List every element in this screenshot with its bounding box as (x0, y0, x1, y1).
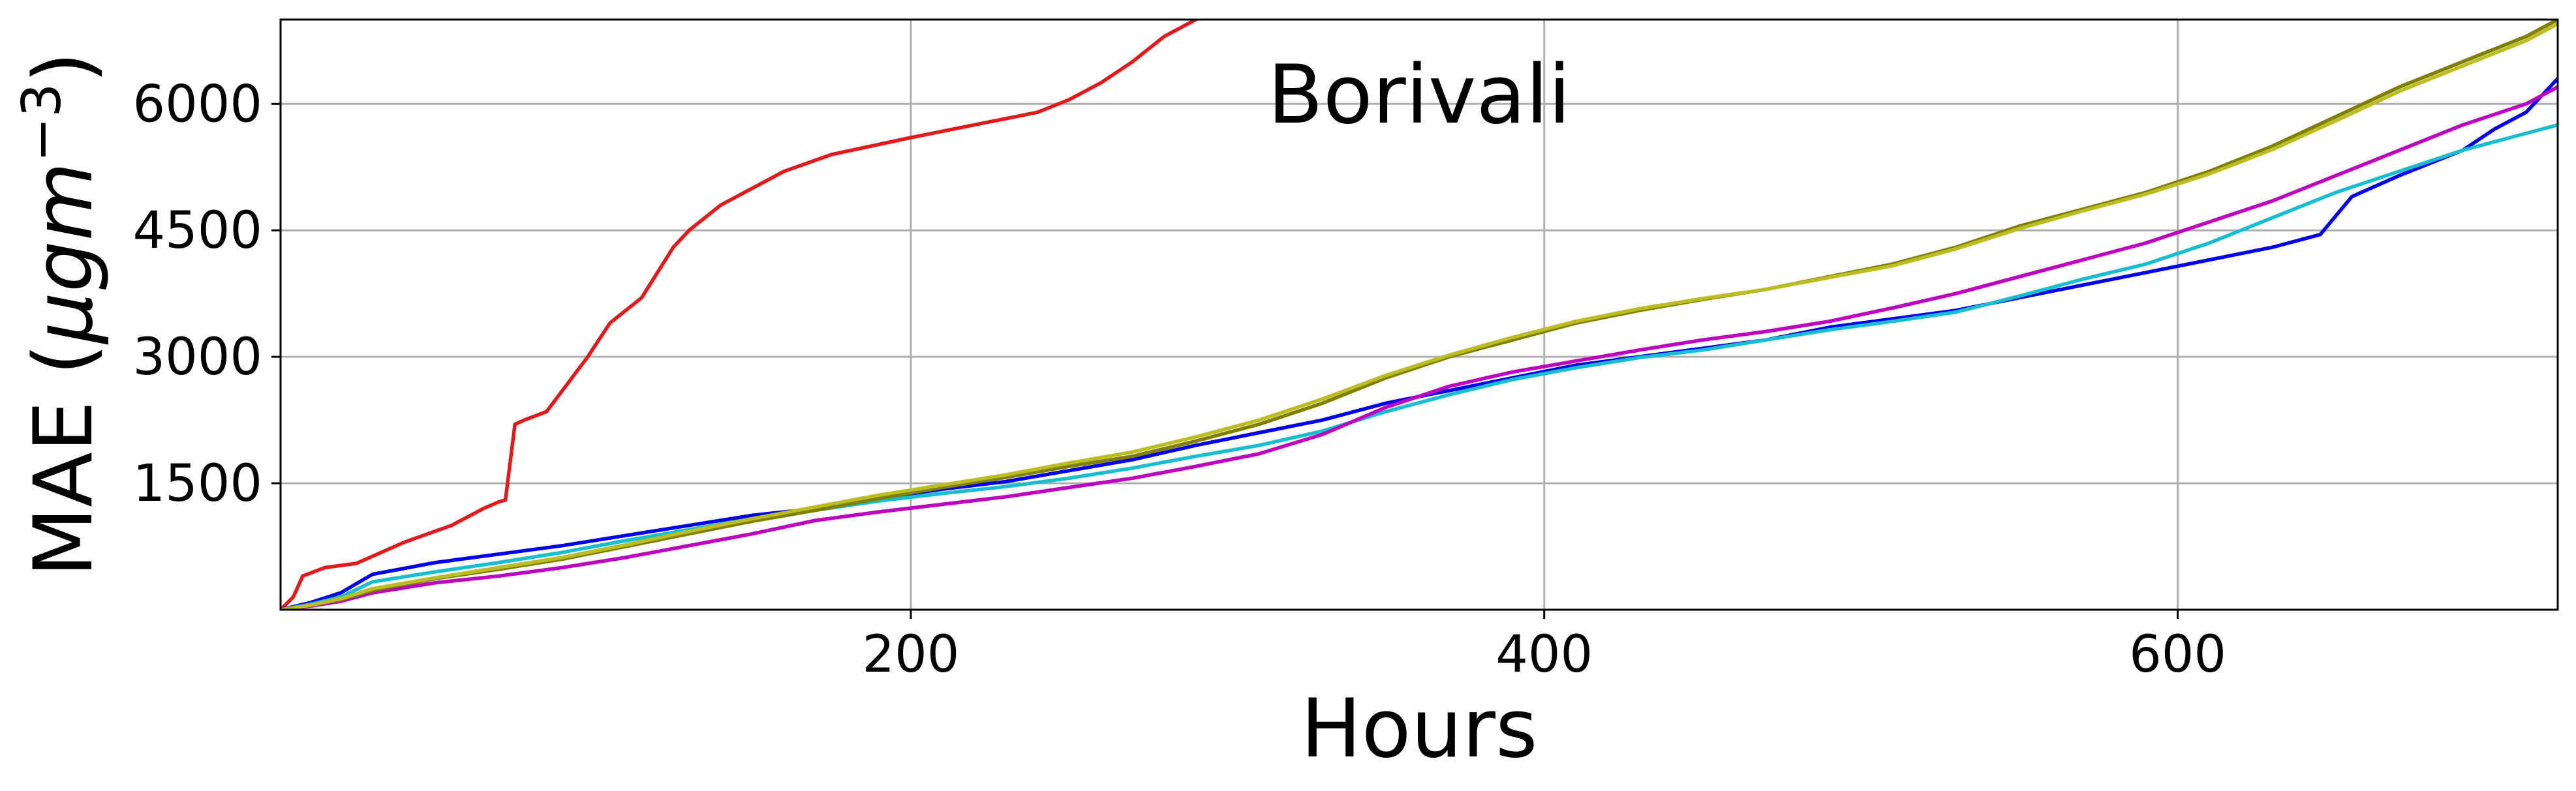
y-axis-label-exponent: −3 (11, 83, 73, 162)
y-axis-label-prefix: MAE ( (17, 344, 111, 577)
series-line-3 (281, 123, 2558, 610)
series-line-1 (281, 20, 1198, 610)
y-axis-label-suffix: ) (17, 52, 111, 83)
series-layer (281, 20, 2558, 610)
plot-frame (279, 18, 2559, 611)
x-axis-label: Hours (1300, 682, 1537, 776)
series-line-4 (281, 85, 2558, 610)
chart-title: Borivali (1268, 48, 1571, 142)
x-tick-label: 200 (862, 625, 959, 684)
series-line-6 (281, 22, 2558, 610)
x-tick-label: 600 (2129, 625, 2226, 684)
series-line-2 (281, 76, 2558, 610)
y-axis-label-unit: μgm (17, 162, 111, 344)
x-tick-label: 400 (1495, 625, 1593, 684)
y-axis-label: MAE (μgm−3) (11, 52, 111, 577)
grid-lines (281, 20, 2558, 610)
y-tick-label: 4500 (132, 201, 262, 260)
y-tick-label: 1500 (132, 455, 262, 513)
tick-marks (271, 102, 2179, 619)
y-tick-label: 3000 (132, 328, 262, 387)
y-tick-label: 6000 (132, 75, 262, 134)
